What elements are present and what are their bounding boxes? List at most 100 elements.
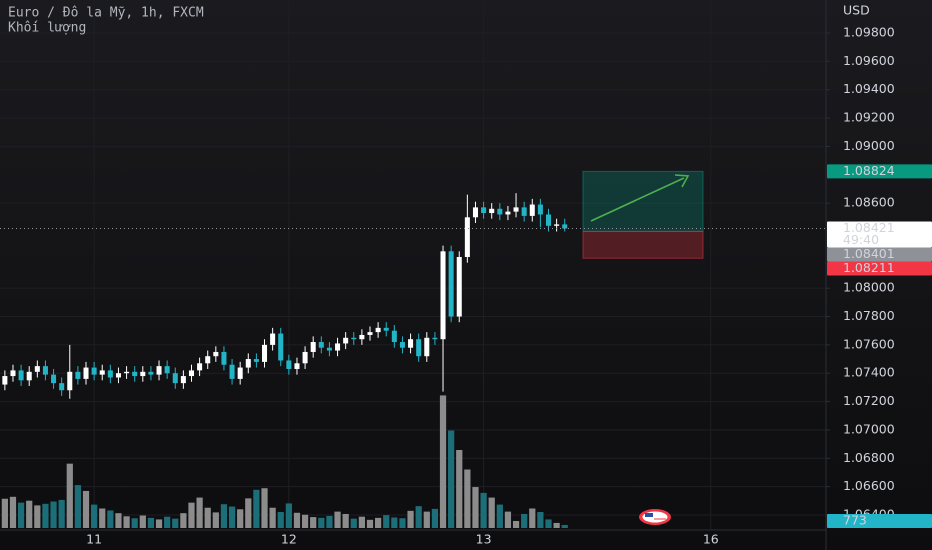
- volume-bar: [147, 517, 155, 528]
- candle-body: [132, 371, 138, 377]
- volume-bar: [399, 518, 406, 528]
- volume-bar: [342, 513, 349, 528]
- volume-bar: [277, 512, 284, 528]
- candle-body: [481, 207, 487, 214]
- candle-body: [197, 363, 203, 371]
- chart-title: Euro / Đô la Mỹ, 1h, FXCM: [8, 6, 204, 21]
- volume-bar: [196, 497, 203, 528]
- volume-bar: [537, 512, 544, 528]
- candle-body: [245, 359, 251, 368]
- volume-bar: [439, 395, 447, 528]
- volume-bar: [237, 509, 244, 528]
- volume-bar: [123, 516, 130, 528]
- candle-body: [67, 371, 73, 391]
- entry-tag-bg: [827, 247, 932, 262]
- volume-bar: [228, 506, 236, 528]
- volume-bar: [456, 450, 463, 528]
- candle-body: [213, 351, 219, 357]
- volume-bar: [529, 508, 536, 528]
- candle-body: [537, 204, 543, 215]
- candle-body: [505, 211, 511, 215]
- volume-bar: [91, 504, 98, 528]
- candle-body: [562, 224, 568, 229]
- candle-body: [34, 366, 40, 372]
- candle-body: [2, 376, 8, 385]
- volume-bar: [66, 463, 73, 528]
- candle-body: [391, 330, 397, 343]
- position-tool[interactable]: [582, 170, 704, 259]
- candle-body: [521, 207, 527, 216]
- volume-bar: [164, 516, 171, 528]
- volume-bar: [155, 519, 163, 528]
- candle-body: [270, 333, 276, 345]
- y-tick-label: 1.07400: [843, 365, 895, 380]
- volume-bar: [180, 513, 187, 528]
- candle-body: [278, 333, 284, 361]
- volume-bar: [107, 510, 114, 528]
- candle-body: [83, 367, 89, 379]
- volume-bar: [139, 515, 146, 528]
- candle-body: [383, 327, 389, 331]
- candle-body: [399, 342, 405, 348]
- volume-bar: [50, 501, 57, 528]
- candle-body: [318, 342, 324, 348]
- volume-bar: [545, 519, 552, 528]
- candle-body: [286, 360, 292, 369]
- event-icon[interactable]: [639, 509, 671, 525]
- volume-bar: [561, 524, 568, 528]
- candle-body: [107, 370, 113, 378]
- candle-body: [513, 207, 519, 212]
- candle-body: [440, 251, 446, 340]
- y-tick-label: 1.09600: [843, 53, 895, 68]
- marks: [0, 193, 826, 528]
- currency-label: USD: [843, 3, 870, 18]
- volume-bar: [415, 506, 422, 528]
- volume-bar: [407, 510, 414, 528]
- volume-bar: [391, 517, 398, 528]
- x-tick-label: 13: [476, 532, 492, 547]
- volume-bar: [42, 503, 49, 528]
- y-tick-label: 1.09000: [843, 138, 895, 153]
- candle-body: [416, 339, 422, 357]
- current-price-tag: 1.08421: [843, 220, 895, 235]
- candle-body: [375, 327, 381, 333]
- volume-bar: [464, 469, 471, 528]
- candle-body: [529, 204, 535, 216]
- volume-bar: [285, 503, 292, 528]
- grid: 1.09800 1.09600 1.09400 1.09200 1.09000 1.086…: [0, 0, 895, 547]
- candle-body: [489, 208, 495, 214]
- y-tick-label: 1.07600: [843, 336, 895, 351]
- candle-body: [221, 351, 227, 365]
- volume-bar: [326, 515, 333, 528]
- volume-bar: [17, 502, 25, 528]
- volume-tag: 773: [843, 513, 867, 528]
- y-tick-label: 1.07000: [843, 421, 895, 436]
- y-tick-label: 1.09800: [843, 25, 895, 40]
- volume-bar: [553, 522, 560, 528]
- entry-tag: 1.08401: [843, 246, 895, 261]
- y-tick-label: 1.09400: [843, 81, 895, 96]
- candle-body: [51, 374, 57, 384]
- volume-bar: [504, 511, 512, 528]
- countdown: 49:40: [843, 232, 879, 247]
- candle-body: [326, 347, 332, 351]
- candle-body: [310, 342, 316, 352]
- volume-bar: [472, 487, 479, 528]
- volume-bar: [374, 517, 382, 528]
- volume-bar: [34, 505, 41, 528]
- volume-bar: [74, 485, 82, 528]
- event-flag-canton: [645, 513, 653, 517]
- candle-body: [172, 373, 178, 384]
- candle-body: [302, 351, 308, 364]
- y-tick-label: 1.06600: [843, 478, 895, 493]
- volume-bar: [431, 508, 439, 528]
- candle-body: [91, 367, 97, 375]
- candle-body: [456, 256, 462, 317]
- stop-zone: [582, 230, 704, 259]
- target-tag-bg: [827, 164, 932, 179]
- candle-body: [261, 344, 268, 362]
- candle-body: [99, 370, 105, 375]
